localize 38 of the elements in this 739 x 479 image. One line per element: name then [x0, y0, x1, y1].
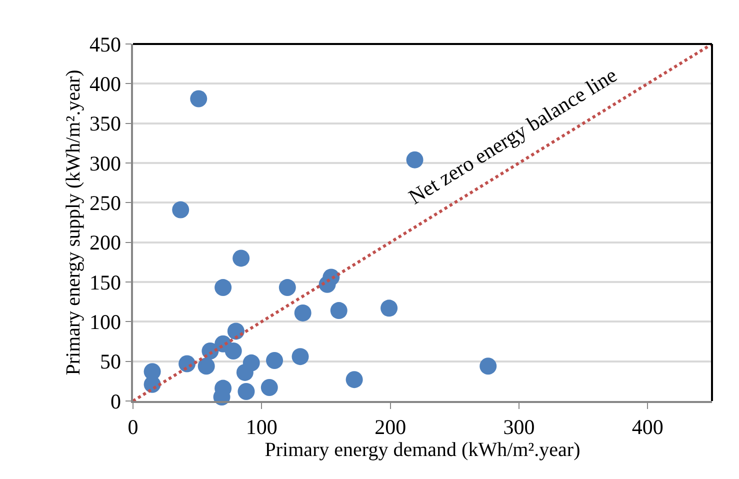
point [260, 379, 278, 396]
point [238, 382, 255, 400]
y-axis-title: Primary energy supply (kWh/m².year) [62, 70, 85, 376]
point [224, 342, 242, 360]
point [292, 348, 309, 366]
x-axis-title: Primary energy demand (kWh/m².year) [264, 438, 580, 461]
y-tick-label: 100 [90, 310, 122, 334]
x-tick-label: 200 [374, 414, 406, 439]
point [227, 322, 244, 340]
point [406, 151, 424, 168]
y-tick-label: 150 [90, 270, 122, 294]
point [278, 279, 296, 296]
x-tick-label: 300 [503, 414, 535, 439]
point [172, 201, 190, 218]
point [190, 90, 208, 108]
point [380, 300, 398, 317]
point [480, 358, 497, 375]
point [318, 276, 336, 293]
y-tick-label: 50 [100, 350, 122, 374]
y-tick-label: 0 [110, 389, 122, 414]
x-tick-label: 100 [246, 414, 278, 439]
point [294, 304, 312, 322]
point [178, 355, 196, 372]
y-tick-label: 400 [90, 72, 122, 96]
y-tick-label: 250 [90, 191, 122, 216]
point [214, 279, 232, 296]
point [232, 250, 250, 267]
x-tick-label: 0 [128, 414, 138, 439]
y-tick-label: 300 [90, 151, 122, 176]
x-tick-label: 400 [632, 414, 664, 439]
point [330, 302, 348, 320]
point [266, 352, 284, 370]
point [346, 371, 363, 388]
point [198, 358, 215, 375]
y-tick-label: 200 [90, 230, 122, 255]
point [236, 364, 254, 381]
y-tick-label: 450 [90, 32, 122, 56]
y-tick-label: 350 [90, 112, 122, 136]
